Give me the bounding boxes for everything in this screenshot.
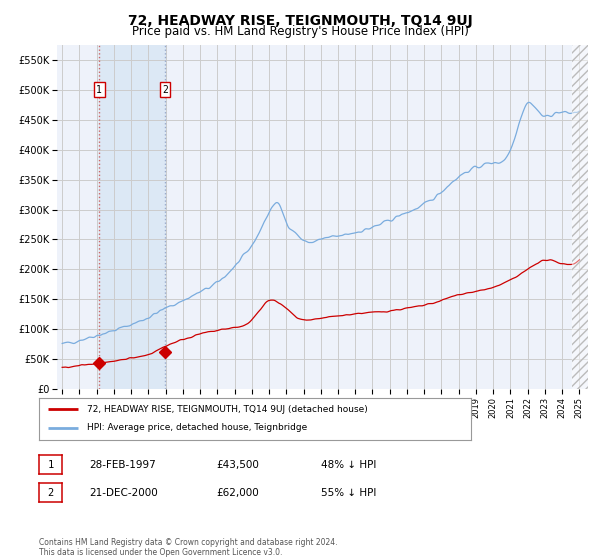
Text: Contains HM Land Registry data © Crown copyright and database right 2024.
This d: Contains HM Land Registry data © Crown c… (39, 538, 337, 557)
Text: 48% ↓ HPI: 48% ↓ HPI (321, 460, 376, 470)
Text: 28-FEB-1997: 28-FEB-1997 (89, 460, 155, 470)
Text: HPI: Average price, detached house, Teignbridge: HPI: Average price, detached house, Teig… (86, 423, 307, 432)
Bar (99, 45, 165, 389)
Text: 72, HEADWAY RISE, TEIGNMOUTH, TQ14 9UJ (detached house): 72, HEADWAY RISE, TEIGNMOUTH, TQ14 9UJ (… (86, 405, 367, 414)
Bar (572, 45, 588, 389)
Text: 72, HEADWAY RISE, TEIGNMOUTH, TQ14 9UJ: 72, HEADWAY RISE, TEIGNMOUTH, TQ14 9UJ (128, 14, 472, 28)
Text: 55% ↓ HPI: 55% ↓ HPI (321, 488, 376, 498)
Text: £43,500: £43,500 (216, 460, 259, 470)
Text: Price paid vs. HM Land Registry's House Price Index (HPI): Price paid vs. HM Land Registry's House … (131, 25, 469, 38)
Text: £62,000: £62,000 (216, 488, 259, 498)
Text: 2: 2 (47, 488, 53, 497)
Text: 21-DEC-2000: 21-DEC-2000 (89, 488, 158, 498)
Text: 2: 2 (162, 85, 168, 95)
Text: 1: 1 (47, 460, 53, 469)
Bar (572, 45, 588, 389)
Text: 1: 1 (97, 85, 102, 95)
